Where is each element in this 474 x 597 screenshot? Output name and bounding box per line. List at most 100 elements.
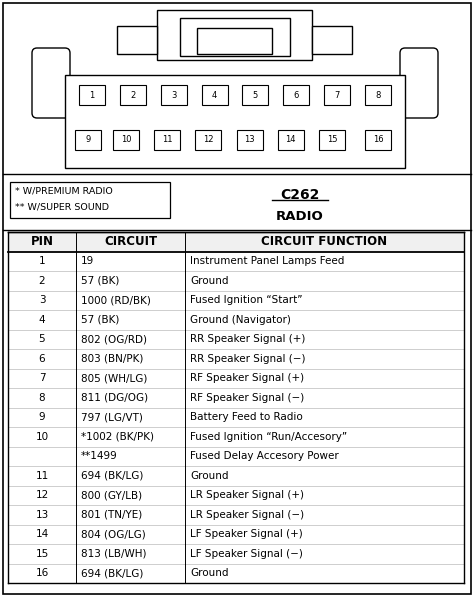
Text: CIRCUIT: CIRCUIT	[104, 235, 157, 248]
Text: 8: 8	[375, 91, 381, 100]
Text: Ground: Ground	[190, 276, 228, 286]
Bar	[8, 427, 464, 447]
Text: 811 (DG/OG): 811 (DG/OG)	[81, 393, 148, 403]
Bar	[201, 85, 228, 105]
Text: 694 (BK/LG): 694 (BK/LG)	[81, 471, 143, 481]
Bar	[75, 130, 101, 150]
FancyBboxPatch shape	[32, 48, 70, 118]
Text: 13: 13	[36, 510, 49, 520]
Text: 16: 16	[36, 568, 49, 578]
Text: LR Speaker Signal (−): LR Speaker Signal (−)	[190, 510, 304, 520]
Text: 10: 10	[36, 432, 48, 442]
Text: 800 (GY/LB): 800 (GY/LB)	[81, 490, 142, 500]
FancyBboxPatch shape	[400, 48, 438, 118]
Bar	[8, 349, 464, 368]
Text: 1: 1	[90, 91, 95, 100]
Bar	[113, 130, 139, 150]
Text: 813 (LB/WH): 813 (LB/WH)	[81, 549, 146, 559]
Text: 1: 1	[39, 256, 46, 266]
Text: LR Speaker Signal (+): LR Speaker Signal (+)	[190, 490, 304, 500]
Text: 1000 (RD/BK): 1000 (RD/BK)	[81, 296, 151, 305]
Text: Fused Delay Accesory Power: Fused Delay Accesory Power	[190, 451, 339, 461]
Text: Ground: Ground	[190, 471, 228, 481]
Text: RR Speaker Signal (−): RR Speaker Signal (−)	[190, 354, 306, 364]
Bar	[324, 85, 350, 105]
Text: * W/PREMIUM RADIO: * W/PREMIUM RADIO	[15, 186, 113, 195]
Text: 694 (BK/LG): 694 (BK/LG)	[81, 568, 143, 578]
Bar	[198, 28, 273, 54]
Bar	[8, 232, 464, 251]
Bar	[237, 130, 263, 150]
Text: PIN: PIN	[30, 235, 54, 248]
Text: 6: 6	[293, 91, 299, 100]
Text: 14: 14	[285, 136, 296, 144]
Text: RADIO: RADIO	[276, 210, 324, 223]
Text: 11: 11	[36, 471, 49, 481]
Bar	[8, 388, 464, 408]
Text: 19: 19	[81, 256, 94, 266]
Bar	[118, 26, 157, 54]
Text: CIRCUIT FUNCTION: CIRCUIT FUNCTION	[262, 235, 388, 248]
Text: ** W/SUPER SOUND: ** W/SUPER SOUND	[15, 202, 109, 211]
Text: 9: 9	[85, 136, 91, 144]
Bar	[8, 271, 464, 291]
Bar	[8, 466, 464, 485]
Text: Battery Feed to Radio: Battery Feed to Radio	[190, 413, 303, 422]
Text: RF Speaker Signal (+): RF Speaker Signal (+)	[190, 373, 304, 383]
Text: Fused Ignition “Start”: Fused Ignition “Start”	[190, 296, 302, 305]
Text: 57 (BK): 57 (BK)	[81, 276, 119, 286]
Text: Ground (Navigator): Ground (Navigator)	[190, 315, 291, 325]
Bar	[8, 251, 464, 271]
Text: 14: 14	[36, 530, 49, 539]
Text: 9: 9	[39, 413, 46, 422]
Bar	[8, 544, 464, 564]
Text: 12: 12	[36, 490, 49, 500]
Text: 16: 16	[373, 136, 383, 144]
Bar	[8, 564, 464, 583]
Text: 5: 5	[253, 91, 258, 100]
Bar	[283, 85, 310, 105]
Bar	[365, 130, 391, 150]
Bar	[79, 85, 105, 105]
Text: 11: 11	[162, 136, 173, 144]
Bar	[8, 408, 464, 427]
Text: 15: 15	[327, 136, 337, 144]
Text: 12: 12	[203, 136, 214, 144]
Text: LF Speaker Signal (+): LF Speaker Signal (+)	[190, 530, 303, 539]
Text: 57 (BK): 57 (BK)	[81, 315, 119, 325]
Text: RR Speaker Signal (+): RR Speaker Signal (+)	[190, 334, 305, 344]
Bar	[8, 330, 464, 349]
Bar	[312, 26, 353, 54]
Bar	[8, 485, 464, 505]
Text: 13: 13	[244, 136, 255, 144]
Text: 803 (BN/PK): 803 (BN/PK)	[81, 354, 143, 364]
Text: 5: 5	[39, 334, 46, 344]
Text: Ground: Ground	[190, 568, 228, 578]
Text: 3: 3	[171, 91, 176, 100]
Text: LF Speaker Signal (−): LF Speaker Signal (−)	[190, 549, 303, 559]
Bar	[8, 310, 464, 330]
Text: *1002 (BK/PK): *1002 (BK/PK)	[81, 432, 154, 442]
Bar	[157, 10, 312, 60]
Bar	[161, 85, 187, 105]
Bar	[8, 505, 464, 525]
Text: 7: 7	[39, 373, 46, 383]
Text: RF Speaker Signal (−): RF Speaker Signal (−)	[190, 393, 304, 403]
Text: 7: 7	[335, 91, 340, 100]
Text: 15: 15	[36, 549, 49, 559]
Text: 2: 2	[39, 276, 46, 286]
Text: 797 (LG/VT): 797 (LG/VT)	[81, 413, 143, 422]
Text: C262: C262	[280, 188, 319, 202]
Bar	[278, 130, 304, 150]
Text: Fused Ignition “Run/Accesory”: Fused Ignition “Run/Accesory”	[190, 432, 347, 442]
Text: 801 (TN/YE): 801 (TN/YE)	[81, 510, 142, 520]
Bar	[8, 368, 464, 388]
Bar	[10, 182, 170, 218]
Bar	[120, 85, 146, 105]
Text: **1499: **1499	[81, 451, 118, 461]
Bar	[8, 447, 464, 466]
Text: 805 (WH/LG): 805 (WH/LG)	[81, 373, 147, 383]
Bar	[8, 525, 464, 544]
Bar	[242, 85, 268, 105]
Text: 6: 6	[39, 354, 46, 364]
